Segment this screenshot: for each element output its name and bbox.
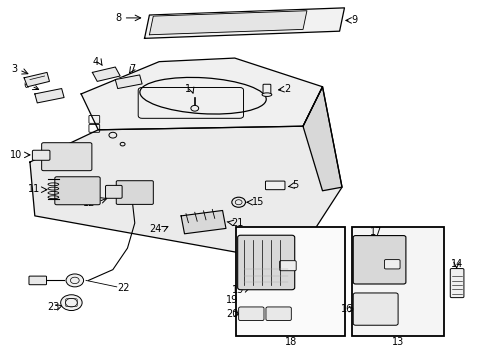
Text: 13: 13 [391, 337, 404, 347]
Text: 9: 9 [351, 15, 357, 26]
FancyBboxPatch shape [29, 276, 46, 285]
Text: 15: 15 [251, 197, 264, 207]
Text: 17: 17 [369, 227, 382, 237]
Text: 8: 8 [115, 13, 122, 23]
Circle shape [61, 295, 82, 311]
Polygon shape [30, 87, 341, 262]
Text: 20: 20 [225, 309, 238, 319]
FancyBboxPatch shape [263, 84, 270, 95]
FancyBboxPatch shape [265, 181, 285, 190]
Polygon shape [92, 67, 120, 81]
Polygon shape [35, 89, 64, 103]
Text: 2: 2 [284, 84, 290, 94]
Polygon shape [24, 72, 49, 87]
FancyBboxPatch shape [384, 260, 399, 269]
FancyBboxPatch shape [41, 143, 92, 171]
Text: 22: 22 [118, 283, 130, 293]
Text: 24: 24 [149, 225, 161, 234]
Text: 18: 18 [284, 337, 296, 347]
Polygon shape [144, 8, 344, 39]
Bar [351, 226, 444, 336]
FancyBboxPatch shape [352, 235, 405, 284]
Text: 21: 21 [230, 218, 243, 228]
Text: 16: 16 [340, 304, 352, 314]
Circle shape [190, 105, 198, 111]
FancyBboxPatch shape [237, 235, 294, 290]
FancyBboxPatch shape [238, 307, 264, 320]
FancyBboxPatch shape [116, 181, 153, 204]
FancyBboxPatch shape [279, 261, 296, 271]
Text: 10: 10 [10, 150, 22, 160]
Text: 4: 4 [93, 57, 99, 67]
Polygon shape [303, 87, 341, 191]
Polygon shape [81, 58, 322, 130]
Text: 23: 23 [47, 302, 59, 312]
FancyBboxPatch shape [32, 150, 50, 160]
FancyBboxPatch shape [449, 269, 463, 298]
Text: 11: 11 [28, 184, 41, 194]
Polygon shape [115, 75, 142, 89]
Ellipse shape [262, 93, 271, 96]
Bar [235, 226, 345, 336]
Text: 19: 19 [232, 285, 244, 295]
Circle shape [66, 274, 83, 287]
FancyBboxPatch shape [105, 185, 122, 198]
Polygon shape [149, 11, 306, 35]
Text: 5: 5 [292, 180, 298, 190]
Text: 1: 1 [184, 84, 190, 94]
Text: 7: 7 [129, 64, 135, 74]
Text: 6: 6 [24, 80, 30, 90]
Text: 12: 12 [83, 198, 96, 208]
FancyBboxPatch shape [352, 293, 397, 325]
FancyBboxPatch shape [55, 177, 100, 205]
Polygon shape [181, 211, 225, 234]
FancyBboxPatch shape [265, 307, 291, 320]
Text: 3: 3 [12, 64, 18, 74]
Text: 14: 14 [449, 258, 462, 269]
Text: 19: 19 [225, 295, 238, 305]
